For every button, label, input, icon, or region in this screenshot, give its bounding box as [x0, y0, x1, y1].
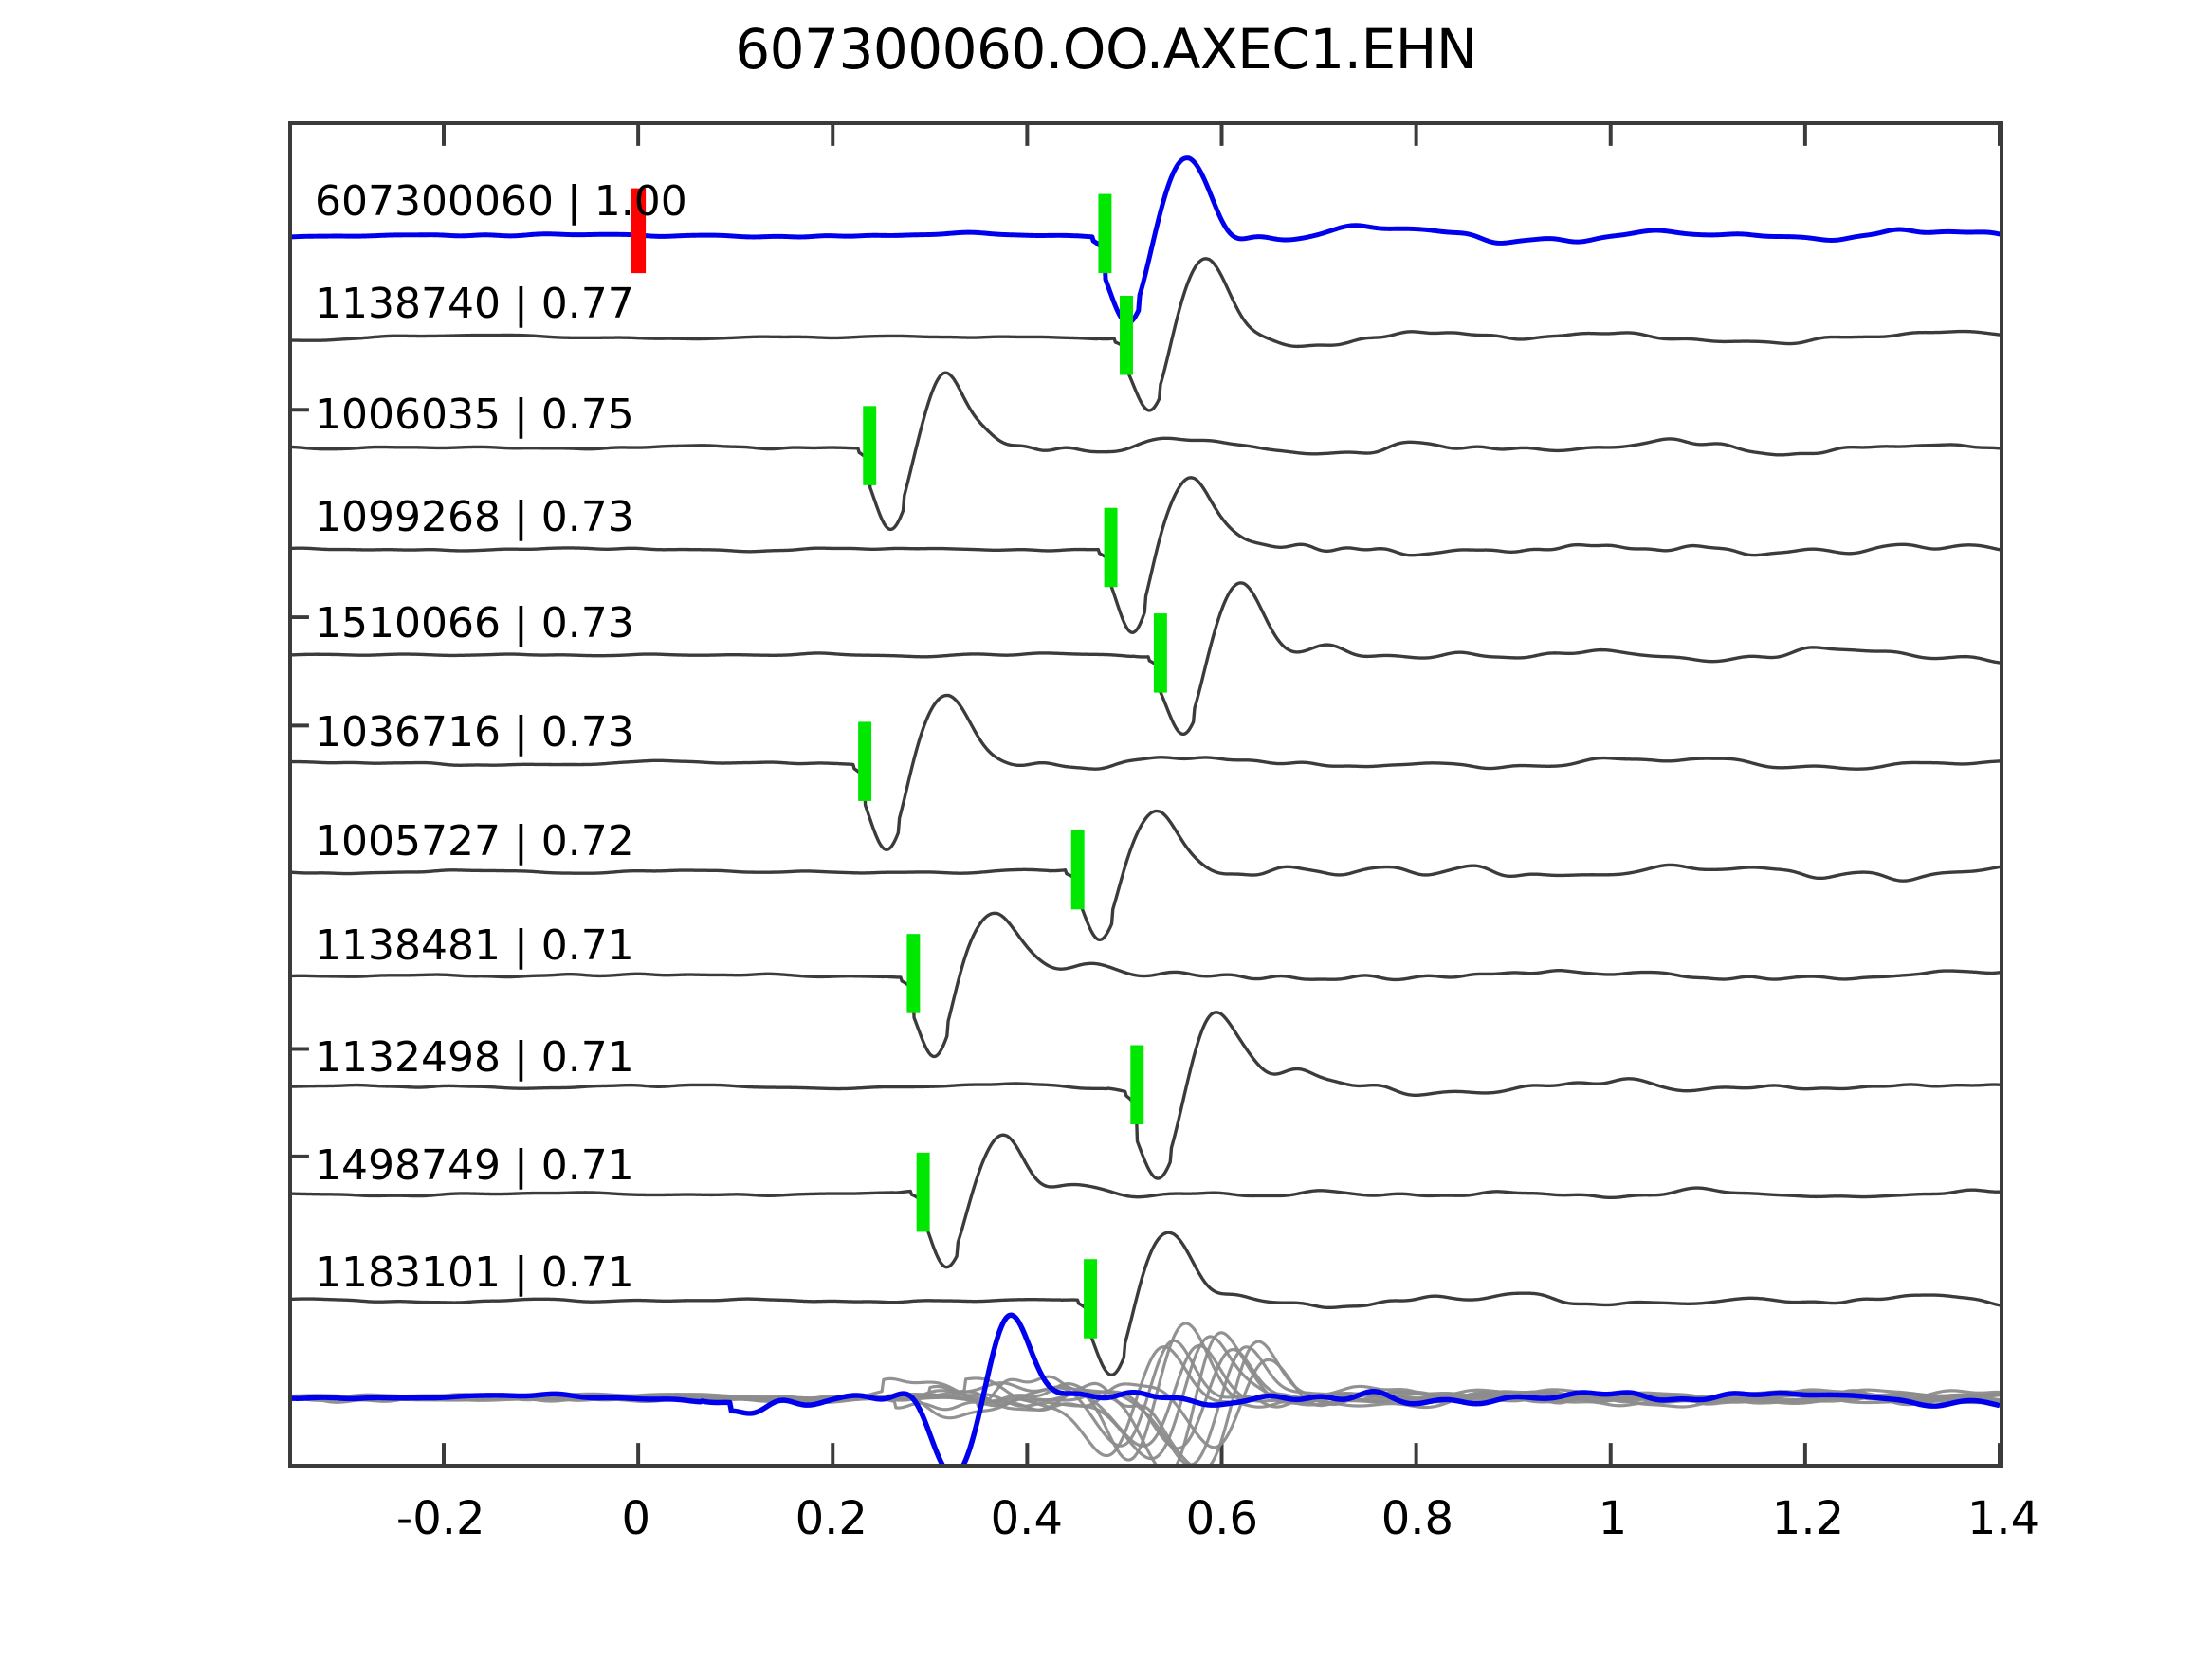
x-tick-label: -0.2	[395, 1492, 485, 1545]
trace-label: 1510066 | 0.73	[315, 599, 634, 647]
x-tick-label: 0.8	[1380, 1492, 1454, 1545]
trace-label: 607300060 | 1.00	[315, 177, 687, 226]
x-tick-label: 1	[1598, 1492, 1628, 1545]
pick-marker	[858, 721, 872, 801]
pick-marker	[1098, 193, 1112, 274]
pick-marker	[1130, 1045, 1144, 1125]
pick-marker	[1153, 613, 1167, 693]
detection-waveform-trace	[292, 1231, 2000, 1377]
pick-marker	[1104, 507, 1118, 588]
waveform-canvas	[292, 125, 2000, 1464]
detection-waveform-trace	[292, 693, 2000, 851]
x-axis-label-row: -0.2 0 0.2 0.4 0.6 0.8 1 1.2 1.4	[0, 1492, 2212, 1559]
figure-title: 607300060.OO.AXEC1.EHN	[735, 17, 1477, 82]
trace-label: 1036716 | 0.73	[315, 708, 634, 757]
x-tick-label: 1.2	[1771, 1492, 1845, 1545]
detection-waveform-trace	[292, 476, 2000, 634]
trace-label: 1006035 | 0.75	[315, 391, 634, 439]
x-tick-label: 0	[621, 1492, 651, 1545]
stack-overlay-trace	[292, 1339, 2000, 1448]
trace-label: 1138481 | 0.71	[315, 921, 634, 970]
trace-label: 1498749 | 0.71	[315, 1141, 634, 1190]
trace-label: 1183101 | 0.71	[315, 1249, 634, 1297]
detection-waveform-trace	[292, 911, 2000, 1059]
x-tick-label: 0.6	[1185, 1492, 1259, 1545]
pick-marker	[1120, 295, 1133, 375]
trace-label: 1132498 | 0.71	[315, 1033, 634, 1082]
detection-waveform-trace	[292, 257, 2000, 412]
template-waveform-trace	[292, 155, 2000, 326]
x-tick-label: 0.4	[990, 1492, 1063, 1545]
detection-waveform-trace	[292, 1011, 2000, 1180]
trace-label: 1099268 | 0.73	[315, 493, 634, 541]
stack-overlay-group	[292, 1312, 2000, 1464]
pick-marker	[1084, 1259, 1098, 1339]
x-axis-ticks	[292, 125, 2000, 1464]
origin-time-marker	[631, 188, 647, 274]
pick-marker	[906, 934, 921, 1013]
x-tick-label: 1.4	[1966, 1492, 2040, 1545]
pick-marker-group	[631, 188, 1167, 1339]
pick-marker	[916, 1152, 930, 1232]
pick-marker	[863, 406, 877, 485]
trace-label: 1138740 | 0.77	[315, 280, 634, 328]
pick-marker	[1070, 830, 1085, 910]
detection-waveform-trace	[292, 371, 2000, 532]
detection-waveform-trace	[292, 581, 2000, 737]
detection-waveform-trace	[292, 809, 2000, 942]
detection-waveform-trace	[292, 1133, 2000, 1269]
stack-template-trace	[292, 1312, 2000, 1464]
trace-group	[292, 155, 2000, 1377]
trace-label: 1005727 | 0.72	[315, 817, 634, 866]
plot-area: 607300060 | 1.00 1138740 | 0.77 1006035 | …	[288, 121, 2003, 1468]
x-tick-label: 0.2	[795, 1492, 868, 1545]
